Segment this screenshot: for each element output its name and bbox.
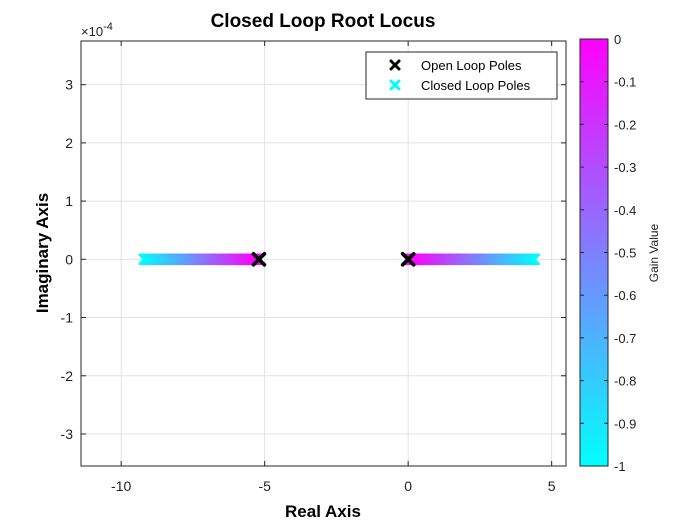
colorbar-tick-label: -0.9 [614,416,636,431]
colorbar-tick-label: -0.4 [614,203,636,218]
colorbar-tick-label: -0.1 [614,75,636,90]
y-tick-label: -3 [61,426,74,442]
colorbar-tick-label: -0.3 [614,160,636,175]
x-tick-label: 0 [404,478,412,494]
plot-background [81,41,566,466]
legend-label-open-loop: Open Loop Poles [421,58,522,73]
colorbar-gradient [579,38,609,467]
open-loop-pole-marker [400,252,416,267]
legend: Open Loop Poles Closed Loop Poles [365,51,558,100]
colorbar-tick-label: -0.5 [614,246,636,261]
legend-cross-open [389,59,401,71]
y-exponent: ×10-4 [81,21,113,39]
colorbar-tick-label: -0.2 [614,117,636,132]
y-ticks: -3 -2 -1 0 1 2 3 [61,77,566,442]
y-exponent-base: ×10 [81,24,103,39]
x-tick-label: 5 [548,478,556,494]
legend-marker-open-loop [389,59,401,71]
plot-frame [80,40,567,467]
y-tick-label: -1 [61,310,74,326]
open-loop-pole-marker [251,252,267,267]
x-tick-label: -5 [258,478,271,494]
chart-title: Closed Loop Root Locus [211,11,436,32]
y-tick-label: 0 [65,251,73,267]
colorbar-tick-label: -0.6 [614,288,636,303]
legend-marker-closed-loop [389,79,401,91]
colorbar: 0-0.1-0.2-0.3-0.4-0.5-0.6-0.7-0.8-0.9-1 … [579,32,661,474]
grid-lines [81,41,566,466]
legend-box [365,51,558,100]
legend-label-closed-loop: Closed Loop Poles [421,78,531,93]
y-axis-label: Imaginary Axis [33,193,52,313]
y-tick-label: 1 [65,193,73,209]
y-exponent-power: -4 [103,21,113,33]
y-tick-label: -2 [61,368,74,384]
colorbar-tick-label: -1 [614,459,626,474]
colorbar-label: Gain Value [647,223,661,282]
y-tick-label: 3 [65,77,73,93]
x-ticks: -10 -5 0 5 [111,41,556,494]
colorbar-tick-label: -0.8 [614,374,636,389]
x-tick-label: -10 [111,478,131,494]
open-loop-poles [251,252,416,267]
colorbar-ticks: 0 -0.1 -0.2 -0.3 -0.4 -0.5 -0.6 -0.7 -0.8 -0.9 -1 [580,32,636,474]
closed-loop-branches [138,253,541,266]
colorbar-tick-label: -0.7 [614,331,636,346]
legend-cross-closed [389,79,401,91]
y-tick-label: 2 [65,135,73,151]
x-axis-label: Real Axis [285,502,361,521]
colorbar-tick-label: 0 [614,32,621,47]
